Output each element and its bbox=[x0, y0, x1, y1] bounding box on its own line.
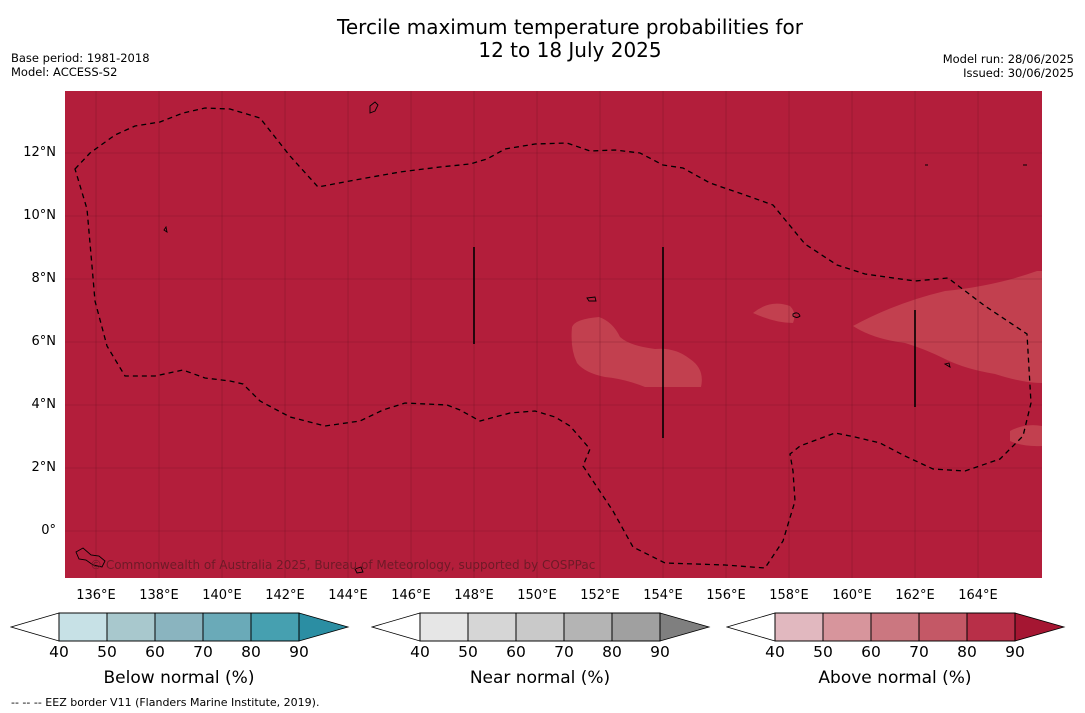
lon-label-144e: 144°E bbox=[328, 588, 368, 603]
cb-below-swatch-1 bbox=[106, 612, 156, 642]
cb-above-swatch-1 bbox=[822, 612, 872, 642]
cb-below-swatch-4 bbox=[250, 612, 300, 642]
lat-label-10n: 10°N bbox=[23, 208, 56, 223]
cb-below-tick-90: 90 bbox=[289, 643, 309, 661]
model-name: Model: ACCESS-S2 bbox=[11, 65, 118, 79]
map-title-line-1: Tercile maximum temperature probabilitie… bbox=[337, 15, 803, 39]
cb-near-swatch-1 bbox=[467, 612, 517, 642]
lon-label-162e: 162°E bbox=[895, 588, 935, 603]
cb-above-tick-60: 60 bbox=[861, 643, 881, 661]
cb-above-tick-90: 90 bbox=[1005, 643, 1025, 661]
cb-near-over-triangle bbox=[659, 612, 711, 642]
lon-label-138e: 138°E bbox=[139, 588, 179, 603]
lon-label-140e: 140°E bbox=[202, 588, 242, 603]
cb-above-swatch-2 bbox=[870, 612, 920, 642]
lat-label-8n: 8°N bbox=[31, 271, 57, 286]
lon-label-146e: 146°E bbox=[391, 588, 431, 603]
cb-above-tick-70: 70 bbox=[909, 643, 929, 661]
lon-label-154e: 154°E bbox=[643, 588, 683, 603]
cb-near-tick-80: 80 bbox=[602, 643, 622, 661]
lighter-patch-small bbox=[753, 303, 795, 323]
issued-date: Issued: 30/06/2025 bbox=[963, 66, 1074, 80]
lat-label-4n: 4°N bbox=[31, 397, 57, 412]
lat-label-12n: 12°N bbox=[23, 145, 56, 160]
model-run-date: Model run: 28/06/2025 bbox=[942, 52, 1074, 66]
cb-below-swatch-3 bbox=[202, 612, 252, 642]
cb-below-tick-60: 60 bbox=[145, 643, 165, 661]
cb-near-swatch-4 bbox=[611, 612, 661, 642]
lat-label-6n: 6°N bbox=[31, 334, 57, 349]
cb-above-over-triangle bbox=[1014, 612, 1066, 642]
lat-label-2n: 2°N bbox=[31, 460, 57, 475]
cb-near-tick-70: 70 bbox=[554, 643, 574, 661]
cb-above-tick-80: 80 bbox=[957, 643, 977, 661]
cb-below-tick-50: 50 bbox=[97, 643, 117, 661]
cb-near-swatch-3 bbox=[563, 612, 613, 642]
lon-label-150e: 150°E bbox=[517, 588, 557, 603]
colorbar-above-normal bbox=[726, 612, 1066, 642]
lighter-patch-east bbox=[853, 271, 1042, 383]
cb-above-tick-40: 40 bbox=[765, 643, 785, 661]
lighter-patch-central bbox=[571, 317, 702, 387]
islands bbox=[75, 101, 1027, 574]
cb-above-under-triangle bbox=[726, 612, 776, 642]
lon-label-158e: 158°E bbox=[769, 588, 809, 603]
cb-near-swatch-0 bbox=[419, 612, 469, 642]
base-period: Base period: 1981-2018 bbox=[11, 51, 150, 65]
colorbar-near-normal bbox=[371, 612, 711, 642]
eez-border-legend: -- -- -- EEZ border V11 (Flanders Marine… bbox=[11, 696, 320, 709]
cb-near-tick-60: 60 bbox=[506, 643, 526, 661]
cb-above-tick-50: 50 bbox=[813, 643, 833, 661]
cb-below-over-triangle bbox=[298, 612, 350, 642]
cb-below-tick-80: 80 bbox=[241, 643, 261, 661]
cb-below-swatch-0 bbox=[58, 612, 108, 642]
eez-border bbox=[74, 107, 1032, 569]
lon-label-148e: 148°E bbox=[454, 588, 494, 603]
cb-below-tick-70: 70 bbox=[193, 643, 213, 661]
cb-near-tick-90: 90 bbox=[650, 643, 670, 661]
colorbar-below-normal bbox=[10, 612, 350, 642]
cb-below-label: Below normal (%) bbox=[103, 668, 255, 688]
cb-above-label: Above normal (%) bbox=[818, 668, 972, 688]
lon-label-156e: 156°E bbox=[706, 588, 746, 603]
cb-below-under-triangle bbox=[10, 612, 60, 642]
lon-label-136e: 136°E bbox=[76, 588, 116, 603]
cb-above-swatch-3 bbox=[918, 612, 968, 642]
lighter-probability-patches bbox=[571, 271, 1042, 447]
map-title-line-2: 12 to 18 July 2025 bbox=[478, 38, 662, 62]
cb-below-swatch-2 bbox=[154, 612, 204, 642]
lon-label-160e: 160°E bbox=[832, 588, 872, 603]
cb-near-tick-50: 50 bbox=[458, 643, 478, 661]
cb-below-tick-40: 40 bbox=[49, 643, 69, 661]
cb-above-swatch-4 bbox=[966, 612, 1016, 642]
map-gridlines bbox=[65, 91, 1042, 578]
cb-near-under-triangle bbox=[371, 612, 421, 642]
lon-label-142e: 142°E bbox=[265, 588, 305, 603]
lighter-patch-southeast bbox=[1010, 425, 1042, 447]
cb-near-swatch-2 bbox=[515, 612, 565, 642]
copyright-notice: © Commonwealth of Australia 2025, Bureau… bbox=[90, 558, 596, 572]
lon-label-164e: 164°E bbox=[958, 588, 998, 603]
probability-map bbox=[65, 91, 1042, 578]
cb-near-label: Near normal (%) bbox=[469, 668, 611, 688]
lon-label-152e: 152°E bbox=[580, 588, 620, 603]
cb-above-swatch-0 bbox=[774, 612, 824, 642]
lat-label-0: 0° bbox=[41, 523, 56, 538]
eez-straight-boundaries bbox=[473, 247, 916, 438]
cb-near-tick-40: 40 bbox=[410, 643, 430, 661]
